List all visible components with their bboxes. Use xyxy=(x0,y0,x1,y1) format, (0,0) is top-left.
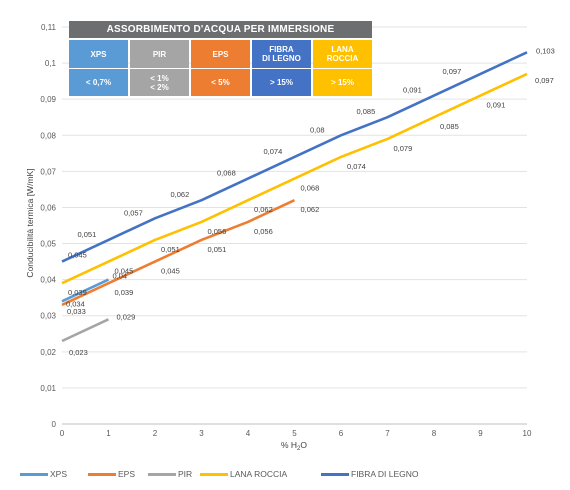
data-label: 0,097 xyxy=(535,76,554,85)
absorption-material-2: EPS xyxy=(191,40,250,68)
legend-swatch xyxy=(321,472,349,476)
data-label: 0,079 xyxy=(394,144,413,153)
legend-swatch xyxy=(88,472,116,476)
data-label: 0,056 xyxy=(254,227,273,236)
x-tick-label: 7 xyxy=(385,429,390,438)
legend-swatch xyxy=(20,472,48,476)
x-tick-label: 9 xyxy=(478,429,483,438)
x-tick-label: 10 xyxy=(523,429,532,438)
x-axis-title: % H2O xyxy=(281,440,307,452)
x-tick-label: 4 xyxy=(246,429,251,438)
water-absorption-title: ASSORBIMENTO D'ACQUA PER IMMERSIONE xyxy=(69,21,372,38)
x-tick-label: 5 xyxy=(292,429,297,438)
series-line-eps xyxy=(61,199,296,307)
data-label: 0,097 xyxy=(443,67,462,76)
data-label: 0,045 xyxy=(115,267,134,276)
absorption-material-3: FIBRA DI LEGNO xyxy=(252,40,311,68)
x-tick-label: 3 xyxy=(199,429,204,438)
data-label: 0,033 xyxy=(67,307,86,316)
legend: XPS EPS PIR LANA ROCCIA FIBRA DI LEGNO xyxy=(20,467,560,481)
data-label: 0,08 xyxy=(310,125,325,134)
water-absorption-table: ASSORBIMENTO D'ACQUA PER IMMERSIONE XPS <… xyxy=(69,21,372,97)
data-label: 0,062 xyxy=(171,190,190,199)
absorption-material-0: XPS xyxy=(69,40,128,68)
data-label: 0,039 xyxy=(68,288,87,297)
absorption-material-1: PIR xyxy=(130,40,189,68)
data-labels: 0,023 0,029 0,033 0,039 0,045 0,051 0,056 0,062… xyxy=(66,46,555,357)
y-tick-label: 0,02 xyxy=(40,348,56,357)
data-label: 0,068 xyxy=(217,169,236,178)
x-tick-label: 0 xyxy=(60,429,65,438)
series-line-pir xyxy=(61,318,110,343)
y-tick-label: 0,09 xyxy=(40,95,56,104)
data-label: 0,057 xyxy=(124,208,143,217)
legend-swatch xyxy=(200,472,228,476)
data-label: 0,103 xyxy=(536,46,555,55)
x-tick-label: 2 xyxy=(153,429,158,438)
data-label: 0,056 xyxy=(208,227,227,236)
y-tick-label: 0 xyxy=(52,420,57,429)
legend-item: PIR xyxy=(148,467,192,481)
y-tick-label: 0,05 xyxy=(40,240,56,249)
data-label: 0,039 xyxy=(115,288,134,297)
y-tick-label: 0,08 xyxy=(40,131,56,140)
legend-item: EPS xyxy=(88,467,135,481)
absorption-value-4: > 15% xyxy=(313,69,372,96)
x-axis-ticks: 0 1 2 3 4 5 6 7 8 9 10 xyxy=(60,429,532,438)
legend-item: FIBRA DI LEGNO xyxy=(321,467,419,481)
data-label: 0,051 xyxy=(161,245,180,254)
y-tick-label: 0,01 xyxy=(40,384,56,393)
data-label: 0,074 xyxy=(264,147,283,156)
y-axis-ticks: 0 0,01 0,02 0,03 0,04 0,05 0,06 0,07 0,08 0,09 0,1… xyxy=(40,23,56,429)
x-tick-label: 6 xyxy=(339,429,344,438)
data-label: 0,045 xyxy=(161,267,180,276)
y-tick-label: 0,06 xyxy=(40,203,56,212)
legend-label: PIR xyxy=(178,469,193,479)
y-tick-label: 0,03 xyxy=(40,312,56,321)
series-line-lana-roccia xyxy=(61,72,528,285)
data-label: 0,074 xyxy=(347,162,366,171)
data-label: 0,091 xyxy=(487,101,506,110)
x-tick-label: 1 xyxy=(106,429,111,438)
series-lines xyxy=(61,51,528,343)
data-label: 0,068 xyxy=(301,184,320,193)
x-tick-label: 8 xyxy=(432,429,437,438)
data-label: 0,085 xyxy=(357,107,376,116)
y-tick-label: 0,04 xyxy=(40,276,56,285)
data-label: 0,04 xyxy=(113,272,128,281)
absorption-value-0: < 0,7% xyxy=(69,69,128,96)
absorption-value-3: > 15% xyxy=(252,69,311,96)
data-label: 0,023 xyxy=(69,348,88,357)
legend-label: FIBRA DI LEGNO xyxy=(351,469,419,479)
legend-label: XPS xyxy=(50,469,68,479)
y-axis-title: Conducibilità termica [W/mK] xyxy=(25,168,35,277)
data-label: 0,051 xyxy=(78,230,97,239)
data-label: 0,062 xyxy=(254,205,273,214)
legend-item: XPS xyxy=(20,467,67,481)
legend-swatch xyxy=(148,472,176,476)
absorption-value-2: < 5% xyxy=(191,69,250,96)
data-label: 0,085 xyxy=(440,122,459,131)
series-line-xps xyxy=(61,278,110,303)
data-label: 0,045 xyxy=(68,251,87,260)
data-label: 0,034 xyxy=(66,299,85,308)
data-label: 0,091 xyxy=(403,86,422,95)
legend-item: LANA ROCCIA xyxy=(200,467,287,481)
series-line-fibra-di-legno xyxy=(61,51,528,263)
data-label: 0,029 xyxy=(117,312,136,321)
y-tick-label: 0,07 xyxy=(40,167,56,176)
data-label: 0,051 xyxy=(208,245,227,254)
y-tick-label: 0,1 xyxy=(45,59,57,68)
absorption-value-1: < 1% < 2% xyxy=(130,69,189,96)
legend-label: EPS xyxy=(118,469,136,479)
legend-label: LANA ROCCIA xyxy=(230,469,288,479)
absorption-material-4: LANA ROCCIA xyxy=(313,40,372,68)
y-tick-label: 0,11 xyxy=(41,23,57,32)
data-label: 0,062 xyxy=(301,205,320,214)
